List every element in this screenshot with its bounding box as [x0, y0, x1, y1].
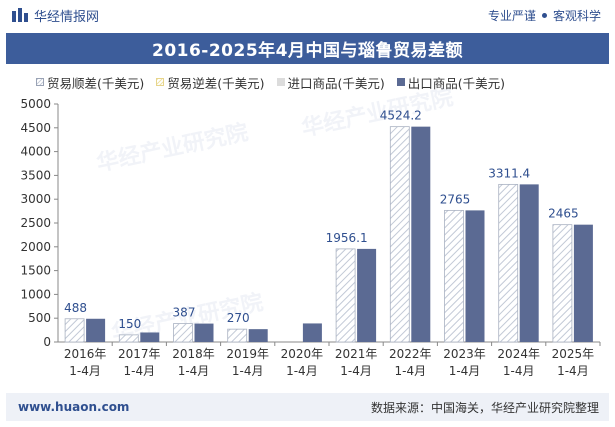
legend-label-deficit: 贸易逆差(千美元)	[167, 75, 265, 91]
data-label: 2465	[548, 207, 579, 221]
data-label: 1956.1	[326, 231, 368, 245]
bar-export	[194, 323, 214, 342]
bar-trade-surplus	[227, 328, 248, 343]
x-tick-label: 1-4月	[286, 364, 318, 378]
data-label: 387	[173, 306, 196, 320]
data-label: 488	[64, 301, 87, 315]
y-tick-label: 1000	[20, 287, 51, 301]
bar-export	[411, 126, 431, 343]
legend-label-import: 进口商品(千美元)	[287, 75, 385, 91]
bar-trade-surplus	[335, 248, 356, 343]
bar-trade-surplus	[173, 323, 193, 343]
x-tick-label: 2024年	[497, 347, 540, 361]
brand: 华经情报网	[12, 6, 99, 25]
chart-title-band: 2016-2025年4月中国与瑙鲁贸易差额	[6, 33, 609, 64]
bar-export	[465, 210, 485, 342]
legend-swatch-trade	[36, 78, 44, 86]
x-tick-label: 2016年	[64, 347, 107, 361]
y-tick-label: 5000	[20, 97, 51, 111]
bar-trade-surplus	[444, 209, 464, 343]
footer-url: www.huaon.com	[18, 400, 130, 414]
x-tick-label: 2022年	[389, 347, 432, 361]
x-tick-label: 2020年	[281, 347, 324, 361]
x-tick-label: 2019年	[226, 347, 269, 361]
data-label: 3311.4	[488, 166, 530, 180]
bar-export	[86, 318, 106, 342]
bar-export	[573, 224, 593, 342]
data-labels: 488 150 387 270 1956.1 4524.2 2765 3311.4 2465	[64, 109, 579, 331]
y-tick-label: 0	[43, 335, 51, 349]
y-tick-label: 3500	[20, 168, 51, 182]
y-tick-label: 2000	[20, 240, 51, 254]
bar-trade-surplus	[118, 334, 139, 343]
y-axis: 0 500 1000 1500 2000 2500 3000 3500 4000 4500 5000	[20, 97, 600, 349]
bar-chart: 0 500 1000 1500 2000 2500 3000 3500 4000 4500 5000…	[20, 97, 601, 378]
bullet-dot-icon	[541, 12, 547, 18]
x-tick-label: 1-4月	[340, 364, 372, 378]
legend-item-deficit: 贸易逆差(千美元)	[156, 73, 265, 92]
data-label: 150	[118, 317, 141, 331]
x-tick-label: 2018年	[172, 347, 215, 361]
y-tick-label: 4000	[20, 145, 51, 159]
data-label: 2765	[440, 192, 471, 206]
x-tick-label: 2023年	[443, 347, 486, 361]
x-tick-label: 1-4月	[394, 364, 426, 378]
y-tick-label: 2500	[20, 216, 51, 230]
bars	[64, 126, 593, 343]
x-tick-label: 2025年	[552, 347, 595, 361]
brand-logo-icon	[12, 8, 28, 22]
bar-trade-surplus	[64, 318, 85, 343]
x-tick-label: 2017年	[118, 347, 161, 361]
x-tick-label: 1-4月	[69, 364, 101, 378]
y-tick-label: 1500	[20, 264, 51, 278]
data-label: 4524.2	[380, 109, 422, 123]
x-axis: 2016年 1-4月 2017年 1-4月 2018年 1-4月 2019年 1-4月 2020…	[64, 342, 601, 378]
chart-legend: 贸易顺差(千美元) 贸易逆差(千美元) 进口商品(千美元) 出口商品(千美元)	[36, 72, 596, 92]
brand-name: 华经情报网	[34, 9, 100, 25]
footer: www.huaon.com 数据来源：中国海关，华经产业研究院整理	[6, 393, 609, 421]
x-tick-label: 1-4月	[557, 364, 589, 378]
bar-export	[140, 332, 160, 342]
legend-label-export: 出口商品(千美元)	[407, 75, 506, 91]
slogan-left: 专业严谨	[487, 8, 536, 23]
legend-item-import: 进口商品(千美元)	[276, 73, 385, 92]
legend-swatch-export	[396, 78, 405, 86]
bar-trade-surplus	[498, 183, 519, 343]
legend-swatch-deficit	[156, 78, 165, 86]
legend-item-export: 出口商品(千美元)	[396, 73, 506, 92]
x-tick-label: 1-4月	[123, 364, 155, 378]
legend-item-trade: 贸易顺差(千美元)	[36, 73, 144, 92]
y-tick-label: 4500	[20, 121, 51, 135]
legend-swatch-import	[276, 78, 285, 86]
data-label: 270	[227, 311, 250, 325]
y-tick-label: 3000	[20, 192, 51, 206]
legend-label-trade: 贸易顺差(千美元)	[47, 75, 145, 91]
footer-source: 数据来源：中国海关，华经产业研究院整理	[370, 400, 599, 415]
x-tick-label: 1-4月	[503, 364, 535, 378]
x-tick-label: 1-4月	[178, 364, 210, 378]
x-tick-label: 1-4月	[232, 364, 264, 378]
bar-export	[302, 323, 322, 342]
slogan-right: 客观科学	[552, 8, 601, 23]
bar-trade-surplus	[389, 126, 410, 343]
y-tick-label: 500	[28, 311, 51, 325]
slogan: 专业严谨 客观科学	[488, 7, 601, 24]
top-bar: 华经情报网 专业严谨 客观科学	[0, 0, 615, 30]
bar-trade-surplus	[552, 224, 573, 343]
x-tick-label: 1-4月	[449, 364, 481, 378]
x-tick-label: 2021年	[335, 347, 378, 361]
bar-export	[519, 184, 539, 342]
bar-export	[357, 248, 377, 342]
bar-export	[248, 329, 268, 342]
chart-title: 2016-2025年4月中国与瑙鲁贸易差额	[151, 41, 463, 61]
